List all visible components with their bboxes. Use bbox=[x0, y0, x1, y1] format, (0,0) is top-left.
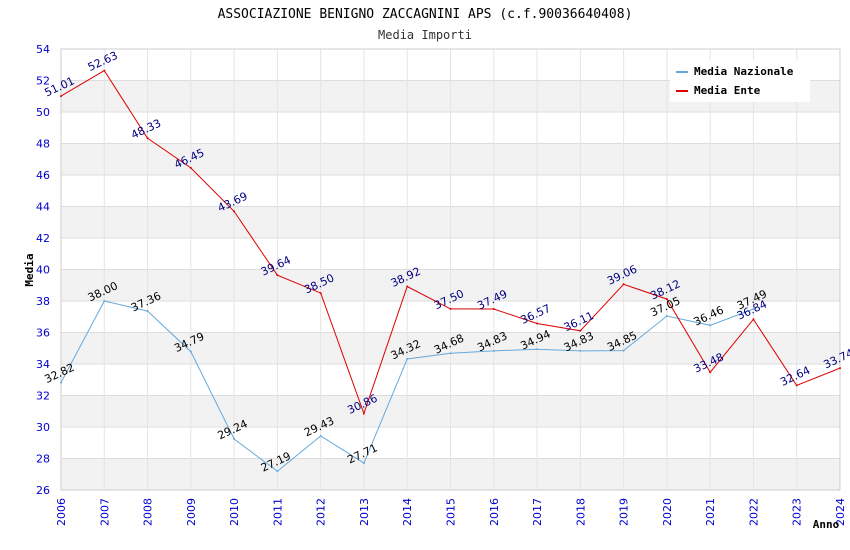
x-tick-label: 2016 bbox=[488, 498, 501, 526]
y-tick-label: 54 bbox=[36, 43, 50, 56]
chart-subtitle: Media Importi bbox=[378, 28, 472, 42]
data-point-media-ente bbox=[492, 308, 495, 311]
data-point-media-nazionale bbox=[449, 352, 452, 355]
legend-label-media-nazionale: Media Nazionale bbox=[694, 65, 794, 78]
x-axis-label: Anno bbox=[813, 518, 840, 531]
data-point-media-nazionale bbox=[579, 349, 582, 352]
data-point-media-nazionale bbox=[319, 434, 322, 437]
series-lines bbox=[60, 69, 841, 473]
x-tick-label: 2023 bbox=[791, 498, 804, 526]
data-point-media-ente bbox=[839, 367, 841, 370]
data-point-media-nazionale bbox=[622, 349, 625, 352]
y-tick-label: 40 bbox=[36, 264, 50, 277]
data-point-media-nazionale bbox=[536, 348, 539, 351]
x-tick-label: 2017 bbox=[531, 498, 544, 526]
y-tick-label: 36 bbox=[36, 327, 50, 340]
data-point-media-nazionale bbox=[103, 300, 106, 302]
y-tick-label: 42 bbox=[36, 232, 50, 245]
chart-title: ASSOCIAZIONE BENIGNO ZACCAGNINI APS (c.f… bbox=[218, 7, 633, 22]
x-tick-label: 2020 bbox=[661, 498, 674, 526]
data-point-media-ente bbox=[665, 298, 668, 301]
data-point-media-nazionale bbox=[665, 314, 668, 317]
data-point-media-ente bbox=[60, 95, 62, 98]
data-point-media-ente bbox=[362, 412, 365, 415]
plot-frame bbox=[60, 48, 841, 491]
data-point-media-ente bbox=[752, 318, 755, 321]
data-point-media-nazionale bbox=[276, 470, 279, 473]
x-tick-label: 2006 bbox=[55, 498, 68, 526]
x-tick-label: 2019 bbox=[618, 498, 631, 526]
y-tick-label: 48 bbox=[36, 138, 50, 151]
x-tick-label: 2008 bbox=[142, 498, 155, 526]
data-point-media-ente bbox=[579, 329, 582, 332]
y-tick-label: 38 bbox=[36, 295, 50, 308]
grid-lines bbox=[60, 48, 841, 491]
x-tick-label: 2018 bbox=[574, 498, 587, 526]
data-point-media-ente bbox=[622, 283, 625, 286]
data-point-media-nazionale bbox=[146, 310, 149, 313]
data-point-media-nazionale bbox=[709, 324, 712, 327]
data-point-media-nazionale bbox=[362, 462, 365, 465]
y-tick-label: 32 bbox=[36, 390, 50, 403]
y-tick-label: 28 bbox=[36, 453, 50, 466]
y-tick-label: 44 bbox=[36, 201, 50, 214]
y-tick-label: 26 bbox=[36, 484, 50, 497]
data-point-media-nazionale bbox=[189, 350, 192, 353]
y-axis-label: Media bbox=[23, 253, 36, 286]
y-tick-label: 50 bbox=[36, 106, 50, 119]
data-point-media-ente bbox=[276, 274, 279, 277]
y-tick-label: 46 bbox=[36, 169, 50, 182]
data-point-media-ente bbox=[795, 384, 798, 387]
legend: Media Nazionale Media Ente bbox=[670, 60, 810, 102]
data-point-media-nazionale bbox=[492, 349, 495, 352]
x-tick-label: 2022 bbox=[747, 498, 760, 526]
data-point-media-ente bbox=[449, 307, 452, 310]
legend-label-media-ente: Media Ente bbox=[694, 84, 761, 97]
legend-box bbox=[670, 60, 810, 102]
data-point-media-ente bbox=[406, 285, 409, 288]
x-tick-label: 2009 bbox=[185, 498, 198, 526]
y-tick-label: 52 bbox=[36, 75, 50, 88]
data-point-media-nazionale bbox=[233, 437, 236, 440]
data-point-media-ente bbox=[536, 322, 539, 325]
x-tick-label: 2013 bbox=[358, 498, 371, 526]
x-tick-label: 2012 bbox=[315, 498, 328, 526]
x-tick-labels: 2006 2007 2008 2009 2010 2011 2012 2013 2014 2015… bbox=[55, 498, 847, 526]
x-tick-label: 2021 bbox=[704, 498, 717, 526]
data-point-media-nazionale bbox=[752, 308, 755, 311]
x-tick-label: 2007 bbox=[98, 498, 111, 526]
data-point-media-ente bbox=[103, 69, 106, 72]
x-tick-label: 2015 bbox=[445, 498, 458, 526]
data-point-media-ente bbox=[709, 371, 712, 374]
y-tick-label: 30 bbox=[36, 421, 50, 434]
data-point-media-nazionale bbox=[60, 381, 62, 384]
data-point-media-ente bbox=[319, 292, 322, 295]
x-tick-label: 2010 bbox=[228, 498, 241, 526]
data-point-media-nazionale bbox=[406, 357, 409, 360]
x-tick-label: 2014 bbox=[401, 498, 414, 526]
x-tick-label: 2024 bbox=[834, 498, 847, 526]
data-point-media-ente bbox=[189, 166, 192, 169]
y-tick-labels: 26 28 30 32 34 36 38 40 42 44 46 48 50 52 54 bbox=[36, 43, 50, 497]
data-point-media-ente bbox=[233, 210, 236, 213]
data-point-media-ente bbox=[146, 137, 149, 140]
y-tick-label: 34 bbox=[36, 358, 50, 371]
x-tick-label: 2011 bbox=[271, 498, 284, 526]
